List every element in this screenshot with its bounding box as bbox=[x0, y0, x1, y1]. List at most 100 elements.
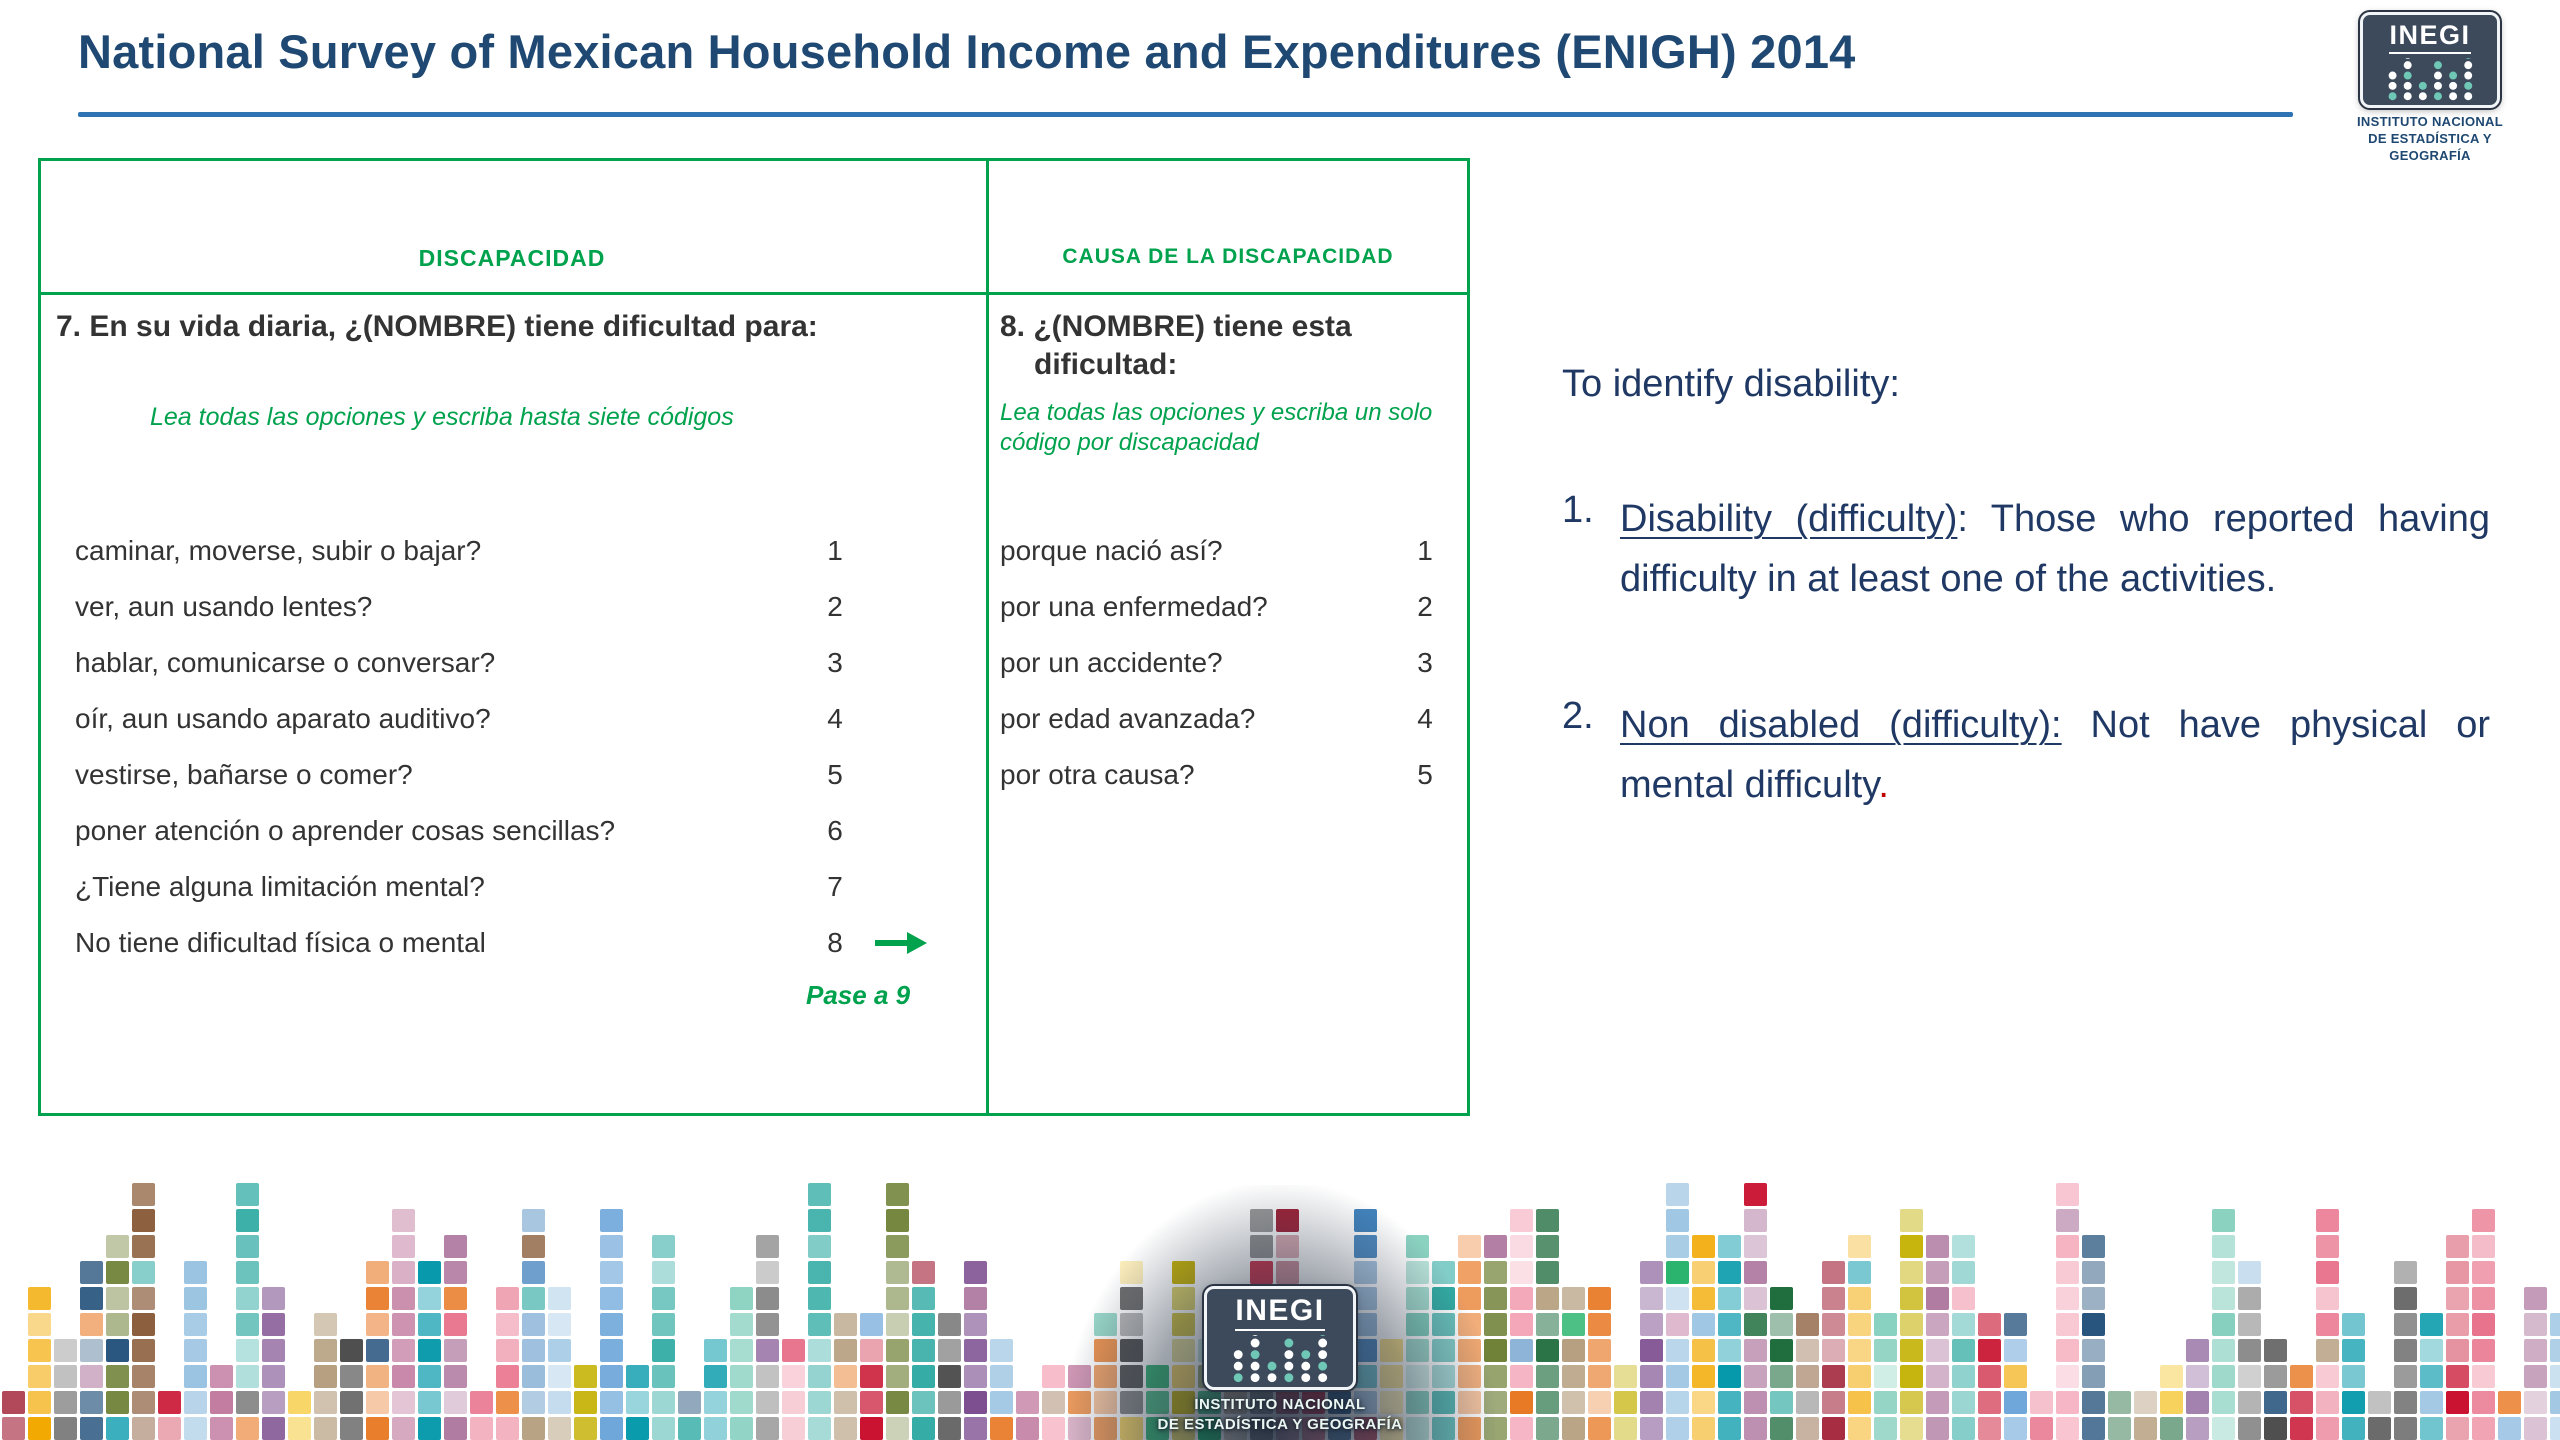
inegi-logo-header: INEGI INSTITUTO NACIONAL DE ESTADÍSTICA … bbox=[2330, 12, 2530, 165]
mosaic-column bbox=[2446, 1235, 2469, 1440]
inegi-logo-box: INEGI bbox=[2360, 12, 2500, 108]
mosaic-column bbox=[1978, 1313, 2001, 1440]
mosaic-column bbox=[2342, 1313, 2365, 1440]
mosaic-column bbox=[1796, 1313, 1819, 1440]
mosaic-column bbox=[756, 1235, 779, 1440]
mosaic-column bbox=[574, 1365, 597, 1440]
column-header-cause: CAUSA DE LA DISCAPACIDAD bbox=[1062, 245, 1394, 268]
scan-border-bottom bbox=[38, 1113, 1470, 1116]
mosaic-column bbox=[80, 1261, 103, 1440]
option-label: porque nació así? bbox=[1000, 535, 1223, 566]
note-item-number: 1. bbox=[1562, 489, 1594, 532]
option-label: por una enfermedad? bbox=[1000, 591, 1268, 622]
inegi-subtitle-line2: DE ESTADÍSTICA Y GEOGRAFÍA bbox=[2368, 130, 2492, 163]
mosaic-column bbox=[626, 1365, 649, 1440]
question-8-text: 8. ¿(NOMBRE) tiene esta dificultad: bbox=[1000, 310, 1352, 382]
mosaic-column bbox=[990, 1339, 1013, 1440]
mosaic-column bbox=[2472, 1209, 2495, 1440]
mosaic-column bbox=[600, 1209, 623, 1440]
option-code: 1 bbox=[827, 535, 843, 566]
q7-option-row: poner atención o aprender cosas sencilla… bbox=[75, 803, 975, 859]
mosaic-column bbox=[2212, 1209, 2235, 1440]
option-label: vestirse, bañarse o comer? bbox=[75, 759, 413, 790]
mosaic-column bbox=[54, 1339, 77, 1440]
mosaic-column bbox=[1640, 1261, 1663, 1440]
mosaic-column bbox=[964, 1261, 987, 1440]
mosaic-column bbox=[2524, 1287, 2547, 1440]
mosaic-column bbox=[2108, 1391, 2131, 1440]
option-code: 8 bbox=[827, 927, 843, 958]
note-item: 1. Disability (difficulty): Those who rep… bbox=[1562, 489, 2490, 609]
scan-border-top bbox=[38, 158, 1470, 161]
q8-option-row: porque nació así? 1 bbox=[1000, 523, 1465, 579]
option-label: por edad avanzada? bbox=[1000, 703, 1256, 734]
notes-panel: To identify disability: 1. Disability (di… bbox=[1562, 360, 2490, 902]
mosaic-column bbox=[236, 1183, 259, 1440]
questionnaire-scan: DISCAPACIDAD CAUSA DE LA DISCAPACIDAD 7.… bbox=[38, 148, 1470, 1126]
mosaic-column bbox=[678, 1391, 701, 1440]
mosaic-column bbox=[158, 1391, 181, 1440]
option-code: 3 bbox=[827, 647, 843, 678]
mosaic-column bbox=[1666, 1183, 1689, 1440]
mosaic-column bbox=[262, 1287, 285, 1440]
inegi-logo-footer: INEGI INSTITUTO NACIONAL DE ESTADÍSTICA … bbox=[1150, 1286, 1410, 1434]
option-label: poner atención o aprender cosas sencilla… bbox=[75, 815, 616, 846]
mosaic-column bbox=[2238, 1261, 2261, 1440]
mosaic-column bbox=[522, 1209, 545, 1440]
question-8-instruction: Lea todas las opciones y escriba un solo… bbox=[1000, 399, 1433, 456]
mosaic-column bbox=[2420, 1313, 2443, 1440]
mosaic-column bbox=[210, 1365, 233, 1440]
mosaic-column bbox=[1042, 1365, 1065, 1440]
option-label: por un accidente? bbox=[1000, 647, 1223, 678]
question-7-options: caminar, moverse, subir o bajar? 1 ver, au… bbox=[75, 523, 975, 971]
notes-list: 1. Disability (difficulty): Those who rep… bbox=[1562, 489, 2490, 815]
mosaic-column bbox=[1718, 1235, 1741, 1440]
mosaic-column bbox=[730, 1287, 753, 1440]
mosaic-column bbox=[470, 1391, 493, 1440]
title-underline-rule bbox=[78, 112, 2293, 117]
mosaic-column bbox=[1510, 1209, 1533, 1440]
mosaic-column bbox=[1588, 1287, 1611, 1440]
inegi-logo-text: INEGI bbox=[1235, 1296, 1325, 1331]
mosaic-column bbox=[132, 1183, 155, 1440]
option-code: 6 bbox=[827, 815, 843, 846]
mosaic-column bbox=[314, 1313, 337, 1440]
option-code: 5 bbox=[827, 759, 843, 790]
option-code: 3 bbox=[1417, 647, 1433, 678]
option-label: hablar, comunicarse o conversar? bbox=[75, 647, 496, 678]
option-label: oír, aun usando aparato auditivo? bbox=[75, 703, 491, 734]
mosaic-column bbox=[1848, 1235, 1871, 1440]
notes-intro: To identify disability: bbox=[1562, 363, 1900, 405]
mosaic-column bbox=[1926, 1235, 1949, 1440]
inegi-subtitle-line1: INSTITUTO NACIONAL bbox=[2357, 114, 2503, 129]
mosaic-column bbox=[652, 1235, 675, 1440]
option-code: 7 bbox=[827, 871, 843, 902]
inegi-logo-text: INEGI bbox=[2389, 22, 2471, 54]
scan-column-divider bbox=[986, 158, 989, 1116]
q7-option-row: vestirse, bañarse o comer? 5 bbox=[75, 747, 975, 803]
mosaic-column bbox=[912, 1261, 935, 1440]
q8-option-row: por edad avanzada? 4 bbox=[1000, 691, 1465, 747]
mosaic-column bbox=[2264, 1339, 2287, 1440]
option-code: 1 bbox=[1417, 535, 1433, 566]
mosaic-column bbox=[938, 1313, 961, 1440]
note-item-number: 2. bbox=[1562, 695, 1594, 738]
column-header-disability: DISCAPACIDAD bbox=[418, 245, 606, 271]
mosaic-column bbox=[496, 1287, 519, 1440]
note-item-text: Disability (difficulty): Those who repor… bbox=[1620, 498, 2491, 601]
inegi-abacus-icon bbox=[1233, 1335, 1328, 1383]
mosaic-column bbox=[2030, 1391, 2053, 1440]
mosaic-column bbox=[2498, 1391, 2521, 1440]
mosaic-column bbox=[1874, 1313, 1897, 1440]
option-label: ¿Tiene alguna limitación mental? bbox=[75, 871, 485, 902]
mosaic-column bbox=[288, 1391, 311, 1440]
mosaic-column bbox=[106, 1235, 129, 1440]
mosaic-column bbox=[2290, 1365, 2313, 1440]
mosaic-column bbox=[418, 1261, 441, 1440]
mosaic-column bbox=[1692, 1235, 1715, 1440]
question-8-options: porque nació así? 1 por una enfermedad? 2 po… bbox=[1000, 523, 1465, 803]
q7-option-row: ver, aun usando lentes? 2 bbox=[75, 579, 975, 635]
q8-option-row: por un accidente? 3 bbox=[1000, 635, 1465, 691]
mosaic-column bbox=[2160, 1365, 2183, 1440]
mosaic-column bbox=[444, 1235, 467, 1440]
